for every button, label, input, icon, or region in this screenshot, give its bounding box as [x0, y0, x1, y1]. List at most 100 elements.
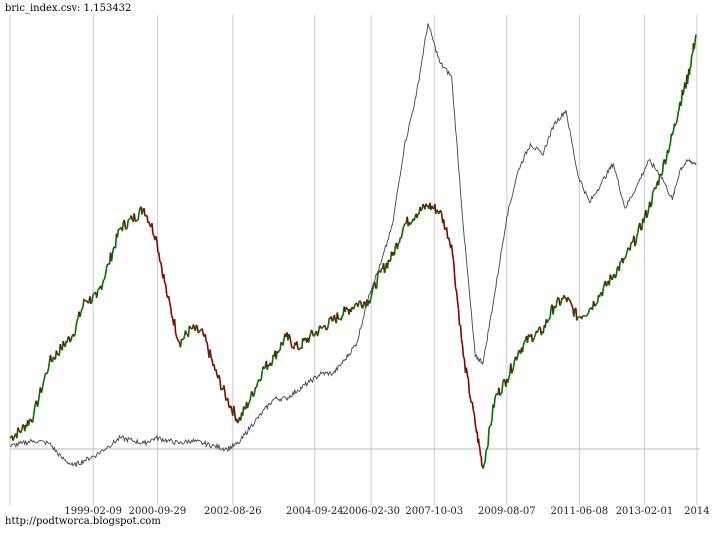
series-0-segment: [488, 425, 491, 429]
series-0-segment: [177, 340, 181, 344]
series-0-segment: [571, 304, 574, 309]
series-0-segment: [451, 254, 455, 261]
series-0-segment: [654, 185, 658, 190]
series-0-segment: [130, 215, 134, 220]
series-0-segment: [125, 226, 129, 230]
series-0-segment: [688, 67, 691, 76]
series-0-segment: [253, 387, 257, 394]
series-0-segment: [302, 337, 306, 342]
series-0-segment: [568, 298, 571, 301]
series-0-segment: [247, 401, 251, 405]
series-0-segment: [386, 259, 390, 269]
x-tick-label-0: 1999-02-09: [64, 506, 122, 517]
series-0-segment: [512, 359, 516, 367]
series-0-segment: [282, 338, 285, 346]
series-0-segment: [431, 205, 434, 209]
series-0-segment: [490, 419, 493, 426]
series-0-segment: [353, 304, 356, 309]
series-0-segment: [527, 334, 531, 337]
series-0-segment: [625, 251, 628, 256]
series-0-segment: [169, 307, 173, 316]
series-0-segment: [209, 349, 212, 358]
series-0-segment: [90, 301, 93, 305]
series-0-segment: [454, 287, 458, 292]
series-0-segment: [73, 333, 76, 337]
series-0-segment: [66, 336, 69, 343]
series-0-segment: [569, 299, 572, 304]
series-0-segment: [557, 296, 560, 300]
series-0-segment: [205, 340, 208, 343]
series-0-segment: [452, 260, 456, 275]
series-0-segment: [9, 436, 12, 439]
series-0-segment: [133, 213, 136, 221]
series-0-segment: [480, 455, 483, 467]
series-0-segment: [635, 236, 638, 244]
x-tick-label-6: 2009-08-07: [478, 506, 536, 517]
series-0-segment: [232, 405, 236, 414]
series-0-segment: [12, 437, 15, 441]
series-0-segment: [17, 427, 20, 431]
series-0-segment: [536, 329, 540, 333]
series-0-segment: [337, 317, 340, 320]
series-0-segment: [288, 333, 291, 338]
series-0-segment: [225, 398, 228, 401]
series-0-segment: [403, 223, 406, 226]
series-0-segment: [420, 208, 423, 212]
series-0-segment: [660, 172, 664, 176]
series-0-segment: [110, 253, 114, 262]
series-0-segment: [690, 53, 693, 59]
series-0-segment: [400, 233, 404, 239]
series-0-segment: [522, 341, 526, 345]
series-0-segment: [636, 231, 639, 237]
series-0-segment: [210, 357, 213, 360]
series-0-segment: [491, 404, 494, 420]
series-0-segment: [180, 338, 184, 341]
series-0-segment: [219, 379, 222, 391]
series-0-segment: [596, 302, 598, 305]
series-0-segment: [74, 326, 77, 335]
series-0-segment: [677, 109, 680, 112]
series-0-segment: [307, 336, 311, 343]
series-0-segment: [510, 370, 514, 374]
series-0-segment: [40, 385, 44, 393]
series-0-segment: [657, 174, 661, 186]
series-0-segment: [409, 222, 412, 226]
series-0-segment: [103, 273, 107, 280]
series-0-segment: [362, 301, 365, 309]
series-0-segment: [501, 382, 504, 394]
series-0-segment: [298, 347, 301, 351]
series-0-segment: [573, 308, 576, 317]
x-tick-label-1: 2000-09-29: [129, 506, 187, 517]
series-0-segment: [397, 242, 400, 245]
series-0-segment: [477, 438, 480, 446]
series-0-segment: [549, 307, 552, 318]
series-0-segment: [473, 413, 477, 424]
series-0-segment: [472, 409, 476, 414]
series-0-segment: [36, 398, 40, 408]
series-0-segment: [42, 379, 45, 386]
series-0-segment: [189, 327, 192, 330]
series-0-segment: [456, 301, 460, 310]
series-0-segment: [661, 160, 665, 173]
series-0-segment: [436, 209, 439, 212]
series-0-segment: [478, 445, 481, 449]
series-0-segment: [455, 291, 459, 302]
series-0-segment: [383, 267, 387, 274]
series-0-segment: [523, 339, 527, 342]
series-0-segment: [387, 259, 391, 263]
series-0-segment: [468, 393, 472, 399]
series-0-segment: [618, 261, 621, 271]
series-0-segment: [27, 419, 31, 426]
series-0-segment: [43, 373, 47, 380]
series-0-segment: [447, 237, 451, 242]
series-0-segment: [148, 221, 151, 226]
series-0-segment: [76, 318, 79, 322]
series-0-segment: [158, 252, 161, 262]
x-tick-label-5: 2007-10-03: [405, 506, 463, 517]
series-0-segment: [137, 212, 140, 220]
series-0-segment: [79, 312, 82, 317]
series-0-segment: [515, 356, 519, 361]
series-0-segment: [693, 45, 696, 50]
series-0-segment: [601, 288, 605, 297]
series-0-segment: [316, 331, 320, 337]
